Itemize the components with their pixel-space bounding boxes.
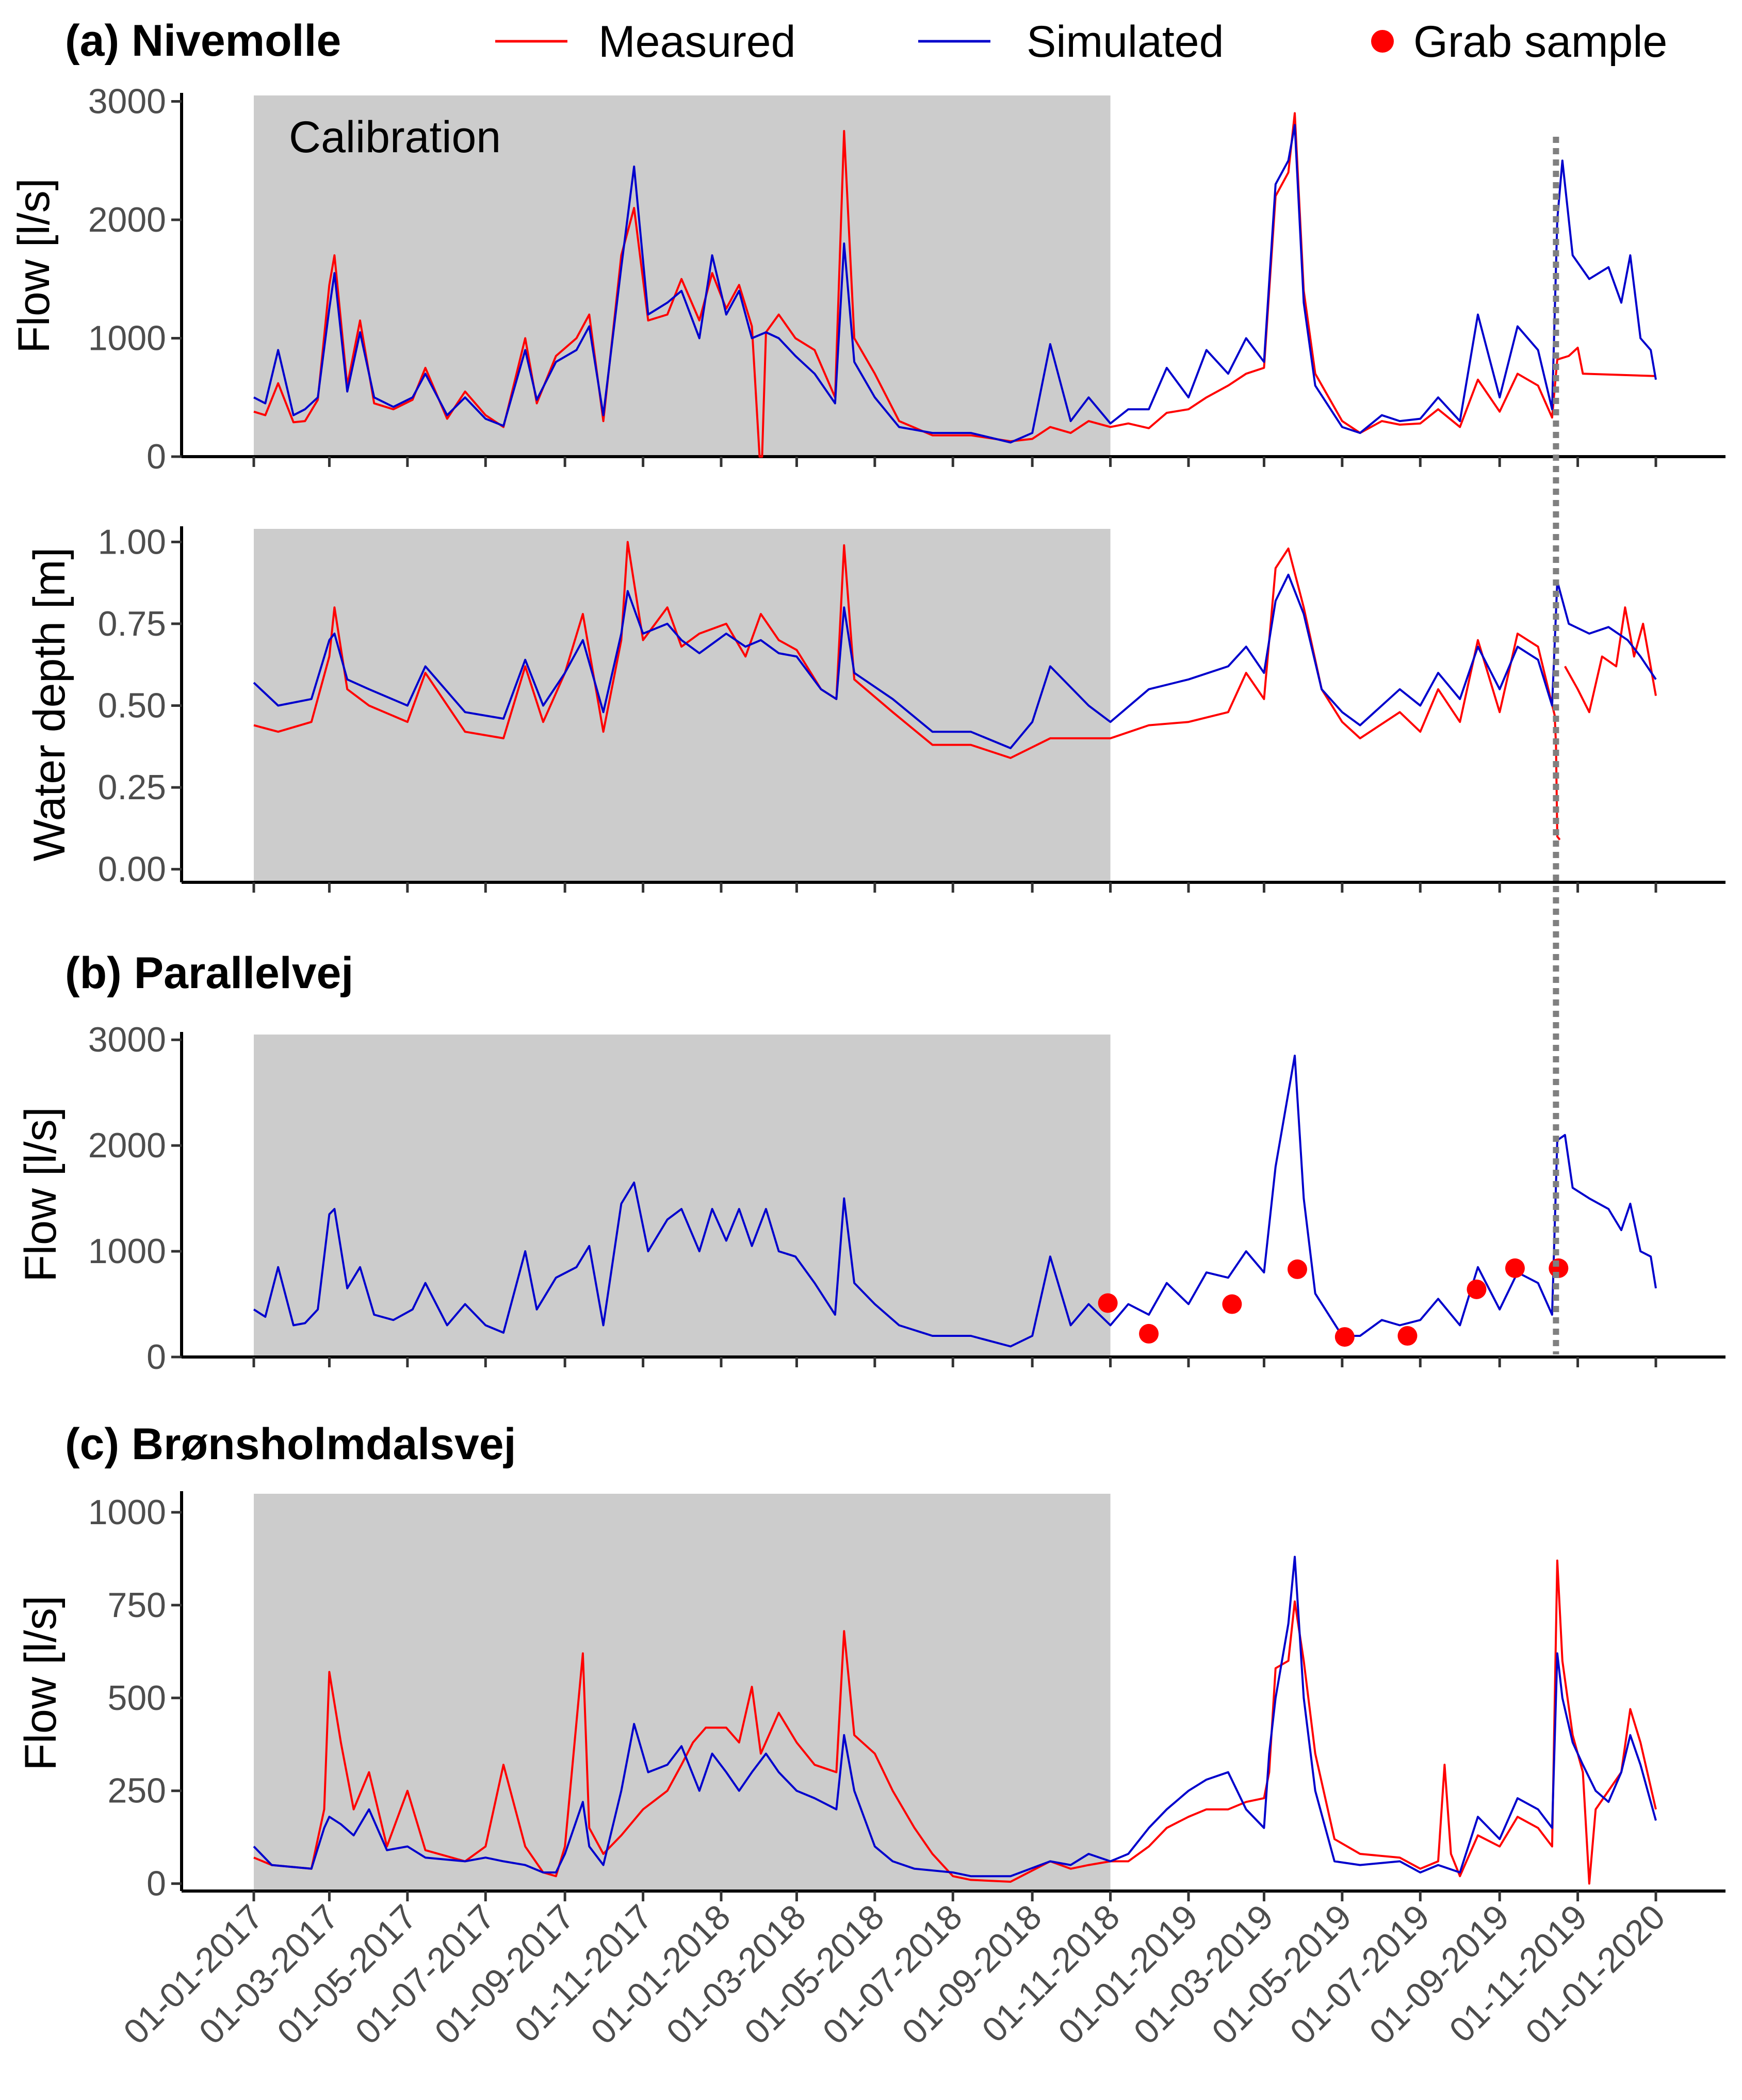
- series-line-measured: [253, 541, 1561, 841]
- y-tick-label: 1000: [88, 318, 166, 358]
- calibration-shade: [254, 1494, 1111, 1891]
- series-line-simulated: [253, 124, 1657, 444]
- grab-sample-point: [1505, 1258, 1525, 1278]
- y-tick-label: 0: [146, 1337, 166, 1377]
- series-line-simulated: [253, 1055, 1657, 1348]
- y-tick-label: 1000: [88, 1493, 166, 1532]
- grab-sample-point: [1467, 1279, 1487, 1299]
- legend-grab-sample-swatch: [1371, 30, 1394, 53]
- y-tick-label: 3000: [88, 82, 166, 121]
- legend-measured-label: Measured: [598, 17, 795, 67]
- y-tick-label: 500: [108, 1678, 166, 1718]
- y-tick-label: 1000: [88, 1232, 166, 1271]
- panel-b-ylabel: Flow [l/s]: [16, 1107, 66, 1282]
- calibration-shade: [254, 529, 1111, 882]
- panel-c-flow-plot: 0 250 500 750 1000: [88, 1491, 1725, 1903]
- y-tick-label: 2000: [88, 1126, 166, 1165]
- panel-a-flow-ylabel: Flow [l/s]: [9, 178, 59, 353]
- grab-sample-point: [1098, 1293, 1118, 1313]
- panel-b-title: (b) Parallelvej: [65, 948, 353, 998]
- panel-a-depth-ylabel: Water depth [m]: [25, 547, 74, 862]
- calibration-shade: [254, 95, 1111, 457]
- grab-sample-point: [1139, 1323, 1159, 1344]
- y-tick-label: 1.00: [98, 522, 166, 561]
- panel-b-flow-plot: 0 1000 2000 3000: [88, 1020, 1725, 1377]
- y-tick-label: 0: [146, 1864, 166, 1903]
- y-tick-label: 0.75: [98, 604, 166, 643]
- y-tick-label: 0: [146, 437, 166, 476]
- legend-simulated-label: Simulated: [1027, 17, 1224, 67]
- grab-sample-point: [1222, 1294, 1242, 1314]
- y-tick-label: 2000: [88, 200, 166, 239]
- calibration-shade: [254, 1035, 1111, 1357]
- y-tick-label: 0.50: [98, 686, 166, 725]
- y-tick-label: 0.25: [98, 768, 166, 807]
- series-line-measured: [253, 1559, 1657, 1885]
- y-tick-label: 3000: [88, 1020, 166, 1059]
- grab-sample-point: [1287, 1259, 1307, 1279]
- series-line-simulated: [253, 1556, 1657, 1878]
- panel-c-title: (c) Brønsholmdalsvej: [65, 1419, 516, 1469]
- panel-a-depth-plot: 0.00 0.25 0.50 0.75 1.00: [98, 522, 1725, 893]
- calibration-label: Calibration: [289, 112, 501, 162]
- grab-sample-point: [1397, 1326, 1418, 1346]
- panel-a-flow-plot: 0 1000 2000 3000: [88, 82, 1725, 476]
- panel-c-ylabel: Flow [l/s]: [16, 1595, 66, 1770]
- panel-a-title: (a) Nivemolle: [65, 16, 341, 66]
- y-tick-label: 750: [108, 1586, 166, 1625]
- y-tick-label: 250: [108, 1771, 166, 1811]
- series-line-measured: [1564, 606, 1657, 714]
- grab-sample-point: [1334, 1327, 1355, 1347]
- series-line-simulated: [253, 573, 1657, 749]
- legend: Measured Simulated Grab sample: [495, 17, 1667, 67]
- y-tick-label: 0.00: [98, 850, 166, 889]
- legend-grab-sample-label: Grab sample: [1413, 17, 1667, 67]
